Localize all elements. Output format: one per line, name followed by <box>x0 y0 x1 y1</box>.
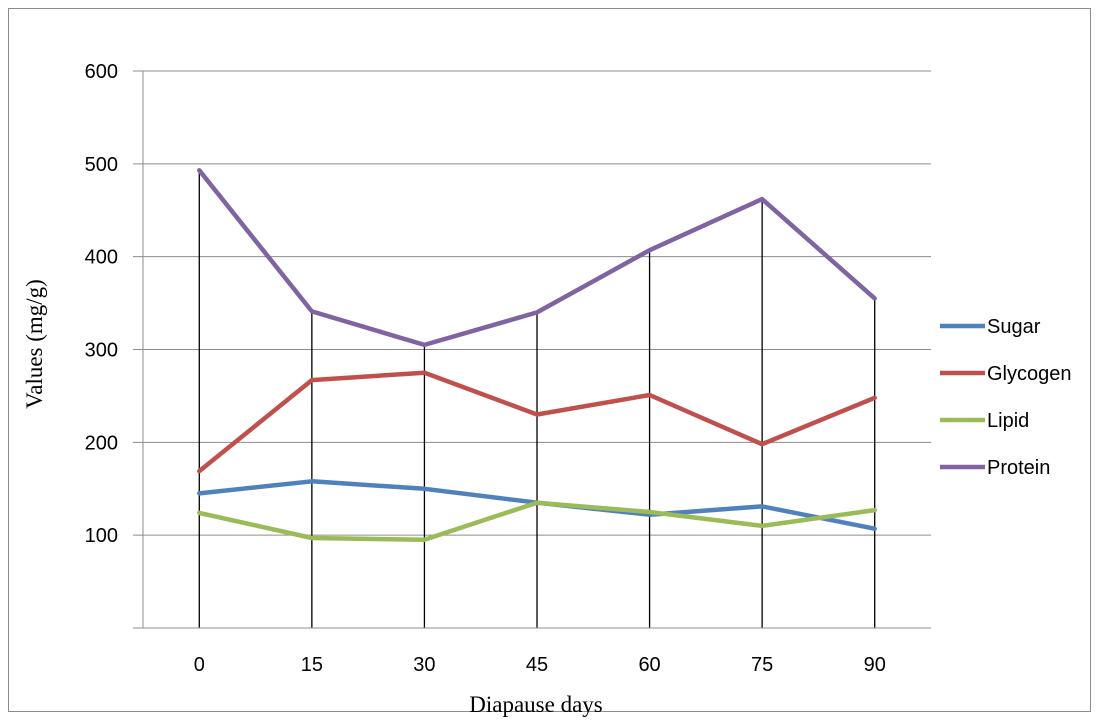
y-tick-label-400: 400 <box>85 247 118 269</box>
legend-label-sugar: Sugar <box>987 316 1041 338</box>
x-tick-label-90: 90 <box>864 654 886 676</box>
y-tick-label-500: 500 <box>85 154 118 176</box>
legend-label-glycogen: Glycogen <box>987 363 1072 385</box>
y-tick-label-600: 600 <box>85 61 118 83</box>
series-line-lipid <box>197 500 877 543</box>
x-tick-label-45: 45 <box>526 654 548 676</box>
x-tick-label-15: 15 <box>301 654 323 676</box>
drop-lines <box>198 170 876 628</box>
tick-labels: 0 15 30 45 60 75 90 100 200 300 400 500 600 <box>85 61 886 676</box>
x-tick-label-75: 75 <box>751 654 773 676</box>
series-line-protein <box>197 168 877 348</box>
axes <box>133 71 931 629</box>
y-tick-label-200: 200 <box>85 432 118 454</box>
x-tick-label-30: 30 <box>413 654 435 676</box>
y-tick-label-300: 300 <box>85 340 118 362</box>
legend-label-protein: Protein <box>987 457 1050 479</box>
legend: Sugar Glycogen Lipid Protein <box>940 316 1072 479</box>
y-axis-title: Values (mg/g) <box>22 279 47 409</box>
chart-frame <box>8 8 1091 712</box>
x-tick-label-0: 0 <box>194 654 205 676</box>
y-tick-label-100: 100 <box>85 525 118 547</box>
x-tick-label-60: 60 <box>638 654 660 676</box>
series-line-glycogen <box>197 370 877 474</box>
x-axis-title: Diapause days <box>469 692 603 717</box>
series-lines <box>197 168 877 543</box>
gridlines <box>133 70 931 536</box>
legend-label-lipid: Lipid <box>987 410 1029 432</box>
